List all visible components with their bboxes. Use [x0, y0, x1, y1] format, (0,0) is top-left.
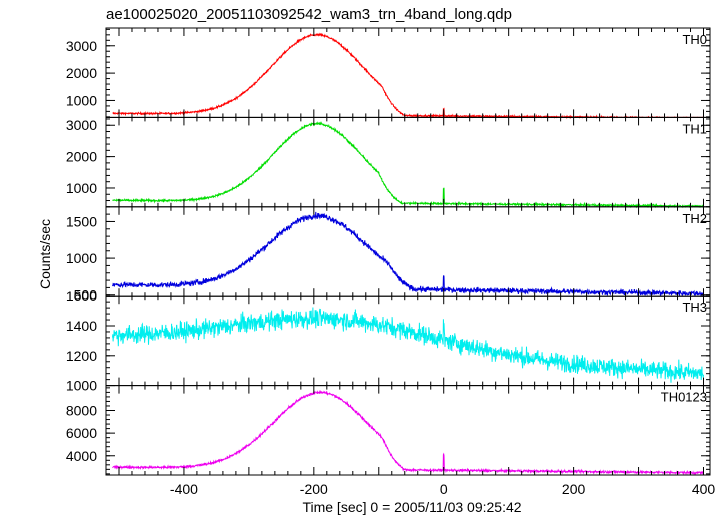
series-line-th2: [112, 211, 704, 298]
series-line-th3: [112, 307, 704, 383]
y-tick-label: 500: [74, 287, 98, 303]
y-tick-label: 1200: [66, 348, 97, 364]
x-axis-label: Time [sec] 0 = 2005/11/03 09:25:42: [302, 499, 521, 515]
x-tick-label: 400: [692, 481, 716, 497]
y-axis-label: Counts/sec: [37, 219, 53, 289]
y-tick-label: 4000: [66, 448, 97, 464]
y-tick-label: 1000: [66, 180, 97, 196]
panel-frame: [105, 116, 711, 208]
panel-label: TH0123: [661, 390, 707, 405]
x-tick-label: -200: [300, 481, 328, 497]
panel-frame: [105, 27, 711, 118]
y-tick-label: 1000: [66, 378, 97, 394]
series-line-th0: [112, 32, 704, 120]
panel-th3: 1000 1200 1400 1600 TH3: [66, 288, 711, 394]
y-tick-label: 1500: [66, 213, 97, 229]
x-tick-label: 200: [562, 481, 586, 497]
panel-label: TH0: [682, 32, 707, 47]
y-tick-label: 1400: [66, 318, 97, 334]
panel-frame: [105, 385, 711, 476]
panels: 1000 2000 3000 TH0 1000 2000 3000 TH1 500 1000 150…: [66, 27, 711, 476]
y-tick-label: 3000: [66, 38, 97, 54]
y-tick-label: 1600: [66, 288, 97, 304]
y-tick-label: 6000: [66, 425, 97, 441]
panel-label: TH2: [682, 211, 707, 226]
y-tick-label: 3000: [66, 117, 97, 133]
series-line-th0123: [112, 390, 704, 476]
x-tick-label: 0: [440, 481, 448, 497]
panel-label: TH1: [682, 121, 707, 136]
panel-frame: [105, 206, 711, 297]
panel-th0123: 4000 6000 8000 TH0123: [66, 385, 711, 476]
panel-frame: [105, 295, 711, 387]
x-axis: -400 -200 0 200 400: [170, 481, 715, 497]
panel-th2: 500 1000 1500 TH2: [66, 206, 711, 303]
y-tick-label: 1000: [66, 250, 97, 266]
series-line-th1: [112, 121, 704, 209]
y-tick-label: 2000: [66, 149, 97, 165]
y-tick-label: 8000: [66, 402, 97, 418]
panel-th0: 1000 2000 3000 TH0: [66, 27, 711, 120]
panel-th1: 1000 2000 3000 TH1: [66, 116, 711, 209]
panel-label: TH3: [682, 300, 707, 315]
chart-title: ae100025020_20051103092542_wam3_trn_4ban…: [106, 6, 512, 23]
y-tick-label: 2000: [66, 65, 97, 81]
y-tick-label: 1000: [66, 92, 97, 108]
x-tick-label: -400: [170, 481, 198, 497]
